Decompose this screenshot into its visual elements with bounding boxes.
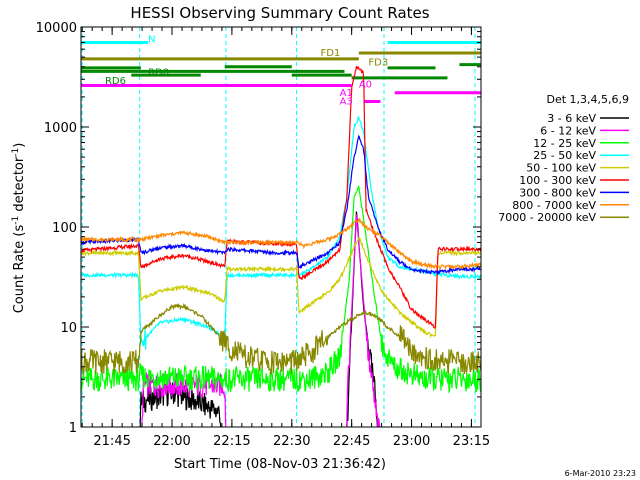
series-line-5 [81,236,481,339]
segment-label: RD6 [105,76,126,87]
x-tick-label: 23:15 [453,434,490,449]
plot-area: N FD1 FD3 RD0 RD6 A1 A0 A3 21:45 22:00 22:15 22:30 2… [36,21,491,449]
y-tick-label: 10 [60,321,77,336]
series-line-2 [141,214,381,427]
legend-title: Det 1,3,4,5,6,9 [546,93,629,106]
footer-date: 6-Mar-2010 23:23 [565,469,636,478]
y-tick-label: 100 [52,221,77,236]
plot-clip-group [81,27,481,427]
legend-entry-label: 50 - 100 keV [526,162,596,175]
legend-entry-label: 300 - 800 keV [519,186,596,199]
legend-entry-label: 3 - 6 keV [547,112,596,125]
legend-entry-label: 7000 - 20000 keV [498,211,596,224]
legend-entry-label: 800 - 7000 keV [512,199,596,212]
y-tick-label: 1000 [44,121,77,136]
x-tick-label: 21:45 [93,434,130,449]
x-axis-label: Start Time (08-Nov-03 21:36:42) [174,457,386,472]
y-tick-label: 10000 [36,21,77,36]
y-tick-label: 1 [69,421,77,436]
series-line-9 [81,302,481,376]
series-line-4 [81,116,481,350]
segment-label: RD0 [148,68,169,79]
x-tick-label: 22:45 [333,434,370,449]
legend-entry-label: 25 - 50 keV [533,149,596,162]
segment-label: A0 [359,80,372,91]
segment-label: A3 [340,96,353,107]
x-tick-label: 23:00 [393,434,430,449]
segment-label: FD3 [368,58,388,69]
legend-entry-label: 6 - 12 keV [540,124,596,137]
series-line-7 [81,134,481,275]
x-tick-label: 22:00 [153,434,190,449]
segment-label: A1 [340,88,353,99]
series-line-8 [81,217,481,270]
chart-title: HESSI Observing Summary Count Rates [130,4,429,22]
series-line-3 [81,185,481,394]
y-axis-label: Count Rate (s-1 detector-1) [11,143,27,314]
segment-label: FD1 [321,48,341,59]
legend-entry-label: 100 - 300 keV [519,174,596,187]
segment-label: N [148,34,155,45]
x-tick-label: 22:15 [213,434,250,449]
x-tick-label: 22:30 [273,434,310,449]
legend-entry-label: 12 - 25 keV [533,137,596,150]
